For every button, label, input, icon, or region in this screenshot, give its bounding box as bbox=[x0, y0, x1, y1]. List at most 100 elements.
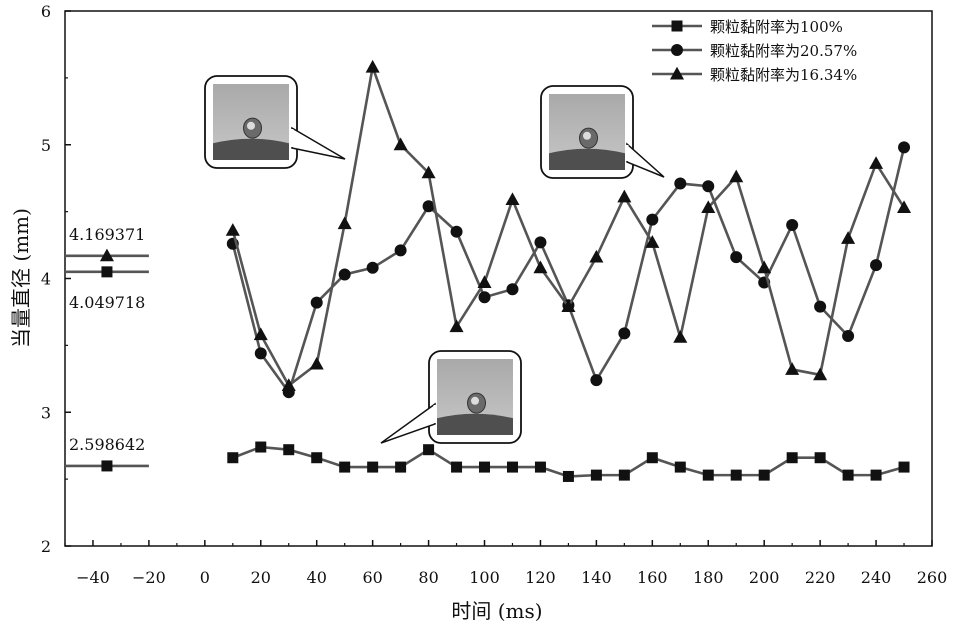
data-point bbox=[367, 461, 379, 473]
data-point bbox=[394, 244, 407, 257]
data-point bbox=[338, 268, 351, 281]
data-point bbox=[842, 330, 855, 343]
droplet-highlight-icon bbox=[583, 131, 591, 140]
series-layer bbox=[225, 59, 912, 482]
reference-marker bbox=[99, 248, 114, 262]
data-point bbox=[450, 225, 463, 238]
inset-callout-tail bbox=[626, 142, 665, 178]
data-point bbox=[813, 367, 828, 381]
data-point bbox=[674, 461, 686, 473]
x-tick-label: 200 bbox=[749, 568, 780, 587]
droplet-highlight-icon bbox=[471, 396, 479, 405]
x-tick-label: 260 bbox=[917, 568, 948, 587]
data-point bbox=[590, 374, 603, 387]
data-point bbox=[309, 356, 324, 370]
reference-label: 4.169371 bbox=[69, 225, 145, 244]
data-point bbox=[618, 469, 630, 481]
inset-callout-tail bbox=[380, 402, 436, 444]
inset-photo-3 bbox=[380, 350, 522, 444]
data-point bbox=[254, 347, 267, 360]
x-axis-label: 时间 (ms) bbox=[451, 599, 542, 623]
data-point bbox=[618, 327, 631, 340]
x-tick-label: 240 bbox=[861, 568, 892, 587]
data-point bbox=[506, 461, 518, 473]
data-point bbox=[645, 235, 660, 248]
data-point bbox=[227, 452, 239, 464]
x-tick-label: 80 bbox=[418, 568, 438, 587]
data-point bbox=[785, 362, 800, 375]
inset-photo-1 bbox=[204, 75, 346, 169]
series-2 bbox=[226, 141, 911, 399]
x-tick-label: 40 bbox=[307, 568, 327, 587]
x-tick-label: 140 bbox=[581, 568, 612, 587]
y-tick-label: 5 bbox=[41, 136, 51, 155]
data-point bbox=[366, 261, 379, 274]
data-point bbox=[505, 192, 520, 206]
x-tick-label: 220 bbox=[805, 568, 836, 587]
photo-surface bbox=[437, 413, 513, 435]
data-point bbox=[478, 291, 491, 304]
data-point bbox=[842, 469, 854, 481]
data-point bbox=[477, 275, 492, 288]
data-point bbox=[421, 165, 436, 179]
data-point bbox=[589, 249, 604, 263]
data-point bbox=[255, 441, 267, 453]
photo-surface bbox=[213, 138, 289, 160]
legend-marker bbox=[671, 20, 683, 32]
inset-photos bbox=[204, 75, 665, 444]
x-tick-label: 20 bbox=[251, 568, 271, 587]
x-tick-label: 160 bbox=[637, 568, 668, 587]
legend-marker bbox=[671, 44, 683, 56]
data-point bbox=[225, 223, 240, 236]
x-tick-label: 180 bbox=[693, 568, 724, 587]
series-line bbox=[231, 147, 906, 396]
data-point bbox=[534, 236, 547, 249]
data-point bbox=[730, 469, 742, 481]
data-point bbox=[870, 259, 883, 272]
x-tick-label: −20 bbox=[132, 568, 166, 587]
data-point bbox=[757, 260, 772, 274]
inset-photo-2 bbox=[540, 85, 665, 179]
data-point bbox=[841, 231, 856, 244]
data-point bbox=[310, 296, 323, 309]
x-tick-label: 100 bbox=[469, 568, 500, 587]
reference-marker bbox=[101, 266, 113, 278]
legend-label: 颗粒黏附率为100% bbox=[710, 18, 843, 36]
droplet-highlight-icon bbox=[247, 121, 255, 130]
data-point bbox=[451, 461, 463, 473]
reference-lines: 4.169371 4.049718 2.598642 bbox=[65, 225, 149, 472]
data-point bbox=[423, 444, 435, 456]
data-point bbox=[534, 461, 546, 473]
inset-callout-tail bbox=[291, 126, 346, 160]
data-point bbox=[701, 200, 716, 214]
data-point bbox=[365, 59, 380, 73]
data-point bbox=[646, 213, 659, 226]
data-point bbox=[337, 216, 352, 230]
data-point bbox=[758, 469, 770, 481]
reference-marker bbox=[101, 460, 113, 472]
y-tick-label: 4 bbox=[41, 270, 51, 289]
data-point bbox=[506, 283, 519, 296]
data-point bbox=[562, 470, 574, 482]
data-point bbox=[253, 327, 268, 341]
plot-border bbox=[64, 10, 933, 547]
data-point bbox=[479, 461, 491, 473]
photo-surface bbox=[549, 148, 625, 170]
series-3 bbox=[225, 59, 912, 391]
data-point bbox=[590, 469, 602, 481]
legend: 颗粒黏附率为100% 颗粒黏附率为20.57% 颗粒黏附率为16.34% bbox=[652, 18, 857, 84]
data-point bbox=[339, 461, 351, 473]
x-tick-label: 0 bbox=[200, 568, 210, 587]
data-point bbox=[674, 177, 687, 190]
data-point bbox=[869, 156, 884, 169]
plot-frame bbox=[64, 10, 933, 547]
data-point bbox=[729, 169, 744, 183]
series-1 bbox=[227, 441, 910, 482]
data-point bbox=[281, 378, 296, 391]
data-point bbox=[730, 251, 743, 264]
data-point bbox=[786, 452, 798, 464]
data-point bbox=[393, 137, 408, 151]
data-point bbox=[898, 141, 911, 154]
data-point bbox=[646, 452, 658, 464]
